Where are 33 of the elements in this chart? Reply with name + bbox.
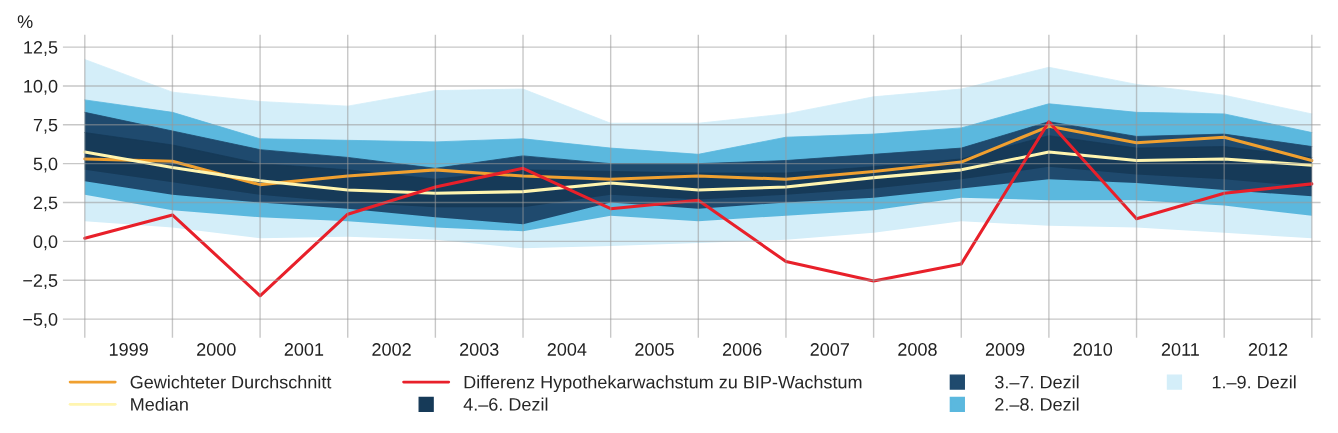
y-tick-label: −5,0	[23, 313, 58, 328]
x-tick-label: 2008	[898, 343, 937, 356]
y-tick-label: 5,0	[33, 157, 58, 173]
x-tick-label: 2007	[810, 343, 849, 356]
y-tick-label: 0,0	[33, 235, 58, 251]
legend-label: Median	[131, 397, 188, 411]
y-tick-label: −2,5	[23, 274, 58, 290]
x-tick-label: 2001	[284, 343, 324, 356]
legend-label: Gewichteter Durchschnitt	[130, 375, 332, 389]
x-tick-label: 2009	[985, 343, 1025, 356]
legend-label: Differenz Hypothekarwachstum zu BIP-Wachstum	[464, 375, 862, 393]
line-series	[83, 150, 1314, 195]
x-tick-label: 1999	[109, 343, 148, 356]
line-series	[83, 120, 1314, 298]
x-tick-label: 2002	[372, 343, 411, 356]
y-axis-title: %	[17, 15, 33, 28]
line-series	[83, 124, 1314, 187]
legend-label: 1.–9. Dezil	[1212, 375, 1296, 389]
y-tick-label: 10,0	[24, 79, 58, 95]
x-tick-label: 2011	[1161, 343, 1199, 356]
x-tick-label: 2004	[547, 343, 587, 356]
y-tick-label: 12,5	[24, 41, 58, 56]
legend-label: 2.–8. Dezil	[995, 397, 1079, 411]
x-tick-label: 2000	[197, 343, 236, 356]
x-tick-label: 2010	[1073, 343, 1113, 356]
x-tick-label: 2005	[635, 343, 674, 356]
y-tick-label: 2,5	[33, 196, 58, 212]
legend-label: 3.–7. Dezil	[995, 375, 1079, 389]
x-tick-label: 2012	[1248, 343, 1288, 356]
x-tick-label: 2003	[460, 343, 499, 356]
legend-label: 4.–6. Dezil	[463, 397, 548, 411]
y-tick-label: 7,5	[33, 118, 58, 134]
x-tick-label: 2006	[722, 343, 762, 356]
